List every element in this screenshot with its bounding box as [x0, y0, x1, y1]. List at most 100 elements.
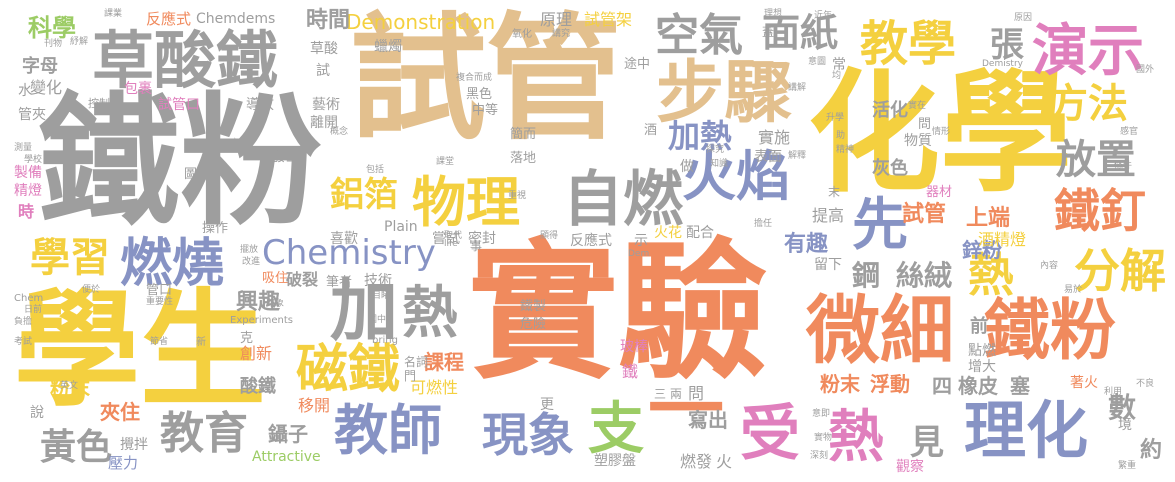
word-shu: 數 [1108, 391, 1137, 424]
word-bianyu: 便於 [82, 285, 101, 295]
word-shi-pink: 時 [18, 202, 35, 221]
word-xiechu: 寫出 [688, 408, 728, 432]
word-youqu: 有趣 [784, 232, 829, 257]
word-kongzhi: 控制 [88, 97, 110, 110]
word-tieding: 鐵釘 [1054, 184, 1146, 238]
word-tie-pink: 鐵 [622, 362, 639, 381]
word-zhu: 助 [836, 131, 846, 141]
word-attractive: Attractive [252, 449, 321, 465]
word-chem: Chem [14, 293, 44, 304]
word-jinnian: 近年 [814, 11, 833, 21]
word-yishu: 藝術 [312, 97, 340, 113]
word-neirong: 內容 [1040, 261, 1059, 271]
word-zhang: 張 [990, 25, 1024, 65]
word-buzhou: 步驟 [656, 54, 793, 133]
word-niezi: 鑷子 [268, 422, 308, 446]
word-yi: 一 [648, 365, 724, 454]
word-caozuo: 操作 [202, 221, 229, 236]
word-daozhi: 導致 [246, 97, 274, 113]
word-shiguan-small: 試管 [902, 202, 947, 227]
word-demistry: Demistry [982, 59, 1023, 69]
word-bring: bring [372, 335, 398, 346]
word-re-pink: 熱 [828, 405, 884, 470]
word-kanwu: 刊物 [44, 39, 63, 49]
word-wuli: 物理 [412, 171, 520, 234]
word-huangse: 黃色 [40, 427, 113, 468]
word-huohua: 火花 [654, 225, 682, 241]
word-shijian: 時間 [306, 8, 351, 33]
word-yitu: 意圖 [808, 57, 827, 67]
word-zhongshi: 重視 [508, 191, 527, 201]
word-gaijin: 改進 [242, 257, 261, 267]
word-baokuo: 包括 [366, 165, 385, 175]
word-yanghua: 氧化 [512, 29, 532, 40]
word-fenjie: 分解 [1074, 244, 1166, 298]
word-guanjia: 管夾 [18, 107, 46, 123]
word-zhongdeng: 中等 [472, 103, 499, 118]
word-xin: 新 [196, 337, 206, 348]
word-yuanyin: 原因 [1014, 13, 1033, 23]
word-shou: 受 [740, 399, 800, 469]
word-kaoshi: 考試 [14, 337, 33, 347]
word-men: 門 [404, 369, 417, 383]
word-weixi: 微細 [806, 288, 954, 374]
word-jing: 境 [1118, 417, 1132, 433]
word-demonstration: Demonstration [346, 10, 496, 34]
word-re-gray: 熱 [402, 281, 458, 346]
word-tiefen-orange: 鐵粉 [984, 292, 1116, 369]
word-ziran: 自燃 [563, 165, 683, 235]
word-experiments: Experiments [230, 315, 293, 326]
word-shi-show: 示 [634, 233, 648, 249]
word-mudu: 目睹 [372, 291, 391, 301]
word-huise: 灰色 [872, 158, 908, 179]
word-fenmo-orange: 粉末 [820, 372, 860, 396]
word-lixiang: 理想 [764, 9, 783, 19]
word-guozhong: 國中 [368, 315, 387, 325]
word-xinfen: 鋅粉 [962, 238, 1002, 262]
word-jiaoshi: 教師 [334, 399, 442, 462]
word-shenke: 深刻 [810, 451, 829, 461]
word-san: 三 [654, 387, 667, 401]
word-wuzhi: 物質 [904, 133, 932, 149]
word-zhibei: 製備 [14, 165, 42, 181]
word-lazhu: 蠟燭 [374, 39, 402, 55]
word-zhi: 支 [588, 397, 644, 462]
word-yinxiang: 印象 [266, 299, 285, 309]
word-bianhua: 變化 [30, 78, 63, 97]
word-guowai: 國外 [1136, 65, 1155, 75]
word-keranxing: 可燃性 [410, 378, 459, 397]
word-zengda: 增大 [968, 359, 996, 375]
word-bizhe: 筆者 [326, 275, 353, 290]
word-ranshao: 燃燒 [120, 234, 225, 294]
word-yiyu: 易於 [1064, 285, 1083, 295]
word-fanyingshi-mid: 反應式 [570, 233, 612, 249]
word-tiaojian: 條件 [1114, 161, 1133, 171]
word-qingxing: 情形 [932, 127, 951, 137]
word-celiang: 測量 [14, 143, 33, 153]
word-dianran: 點燃 [968, 343, 996, 359]
word-qicai: 器材 [926, 185, 953, 200]
word-weixian: 危險 [520, 317, 547, 332]
word-yikai: 移開 [298, 396, 331, 415]
word-chang: 常 [832, 57, 846, 73]
word-xiande: 顯得 [540, 231, 559, 241]
word-zimu: 字母 [22, 56, 58, 77]
word-heise: 黑色 [466, 87, 493, 102]
word-mifeng: 密封 [468, 231, 496, 247]
word-xuexi: 學習 [30, 235, 110, 281]
word-tuzhong: 途中 [624, 57, 651, 72]
word-kongqi: 空氣 [655, 10, 743, 61]
word-zhishi: 知識 [710, 159, 729, 169]
word-lubo: 鋁箔 [330, 175, 398, 215]
word-zuo: 做 [680, 159, 694, 175]
word-luodi: 落地 [510, 151, 537, 166]
word-jingdeng: 精燈 [14, 183, 42, 199]
word-xian: 先 [852, 193, 908, 258]
word-re-yellow: 熱 [968, 248, 1014, 302]
word-xingqu: 興趣 [236, 290, 281, 315]
word-fasheng: 發生 [272, 149, 300, 165]
word-guancha: 觀察 [896, 459, 924, 475]
word-lihua: 理化 [964, 394, 1089, 467]
word-ke: 克 [240, 331, 254, 346]
